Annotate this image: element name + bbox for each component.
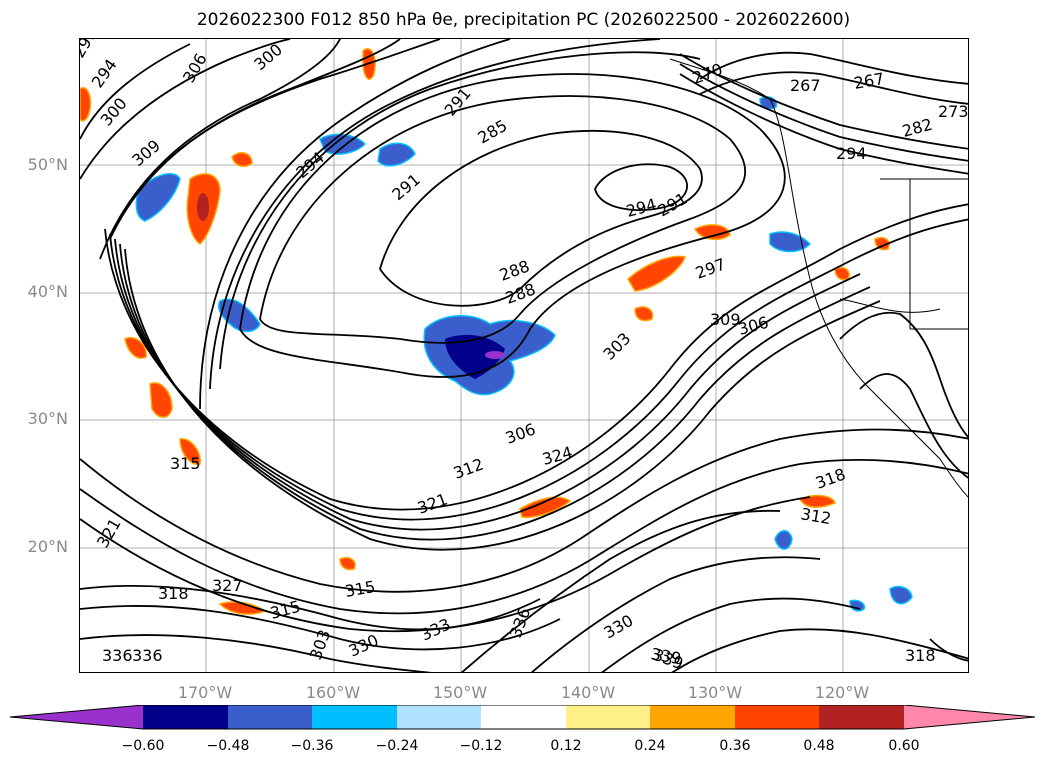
contour-label: 297 <box>693 254 728 282</box>
contour-label: 291 <box>388 170 424 204</box>
contour-label: 288 <box>503 279 538 307</box>
contour-label: 339 <box>649 644 682 668</box>
contour-label: 318 <box>158 584 189 603</box>
map-canvas: 291 294 300 306 309 300 291 285 294 291 … <box>80 39 969 672</box>
lon-label: 140°W <box>560 683 616 702</box>
colorbar-tick: 0.36 <box>719 738 751 754</box>
lon-label: 160°W <box>305 683 361 702</box>
lat-label: 40°N <box>27 282 68 301</box>
colorbar-segment <box>312 705 397 729</box>
colorbar-tick: −0.36 <box>290 738 334 754</box>
colorbar-segment <box>566 705 650 729</box>
contour-label: 300 <box>250 40 286 74</box>
contour-label: 267 <box>852 69 885 93</box>
precip-negative-patches <box>135 96 913 612</box>
contour-label: 282 <box>900 115 934 141</box>
contour-label: 324 <box>540 443 574 469</box>
colorbar-tick: 0.48 <box>803 738 835 754</box>
contour-label: 306 <box>736 313 770 339</box>
contour-label: 285 <box>475 116 511 148</box>
lat-label: 30°N <box>27 409 68 428</box>
contour-labels: 291 294 300 306 309 300 291 285 294 291 … <box>80 39 969 672</box>
contour-label: 291 <box>80 39 101 61</box>
colorbar-extend-high <box>904 705 1035 729</box>
lat-label: 20°N <box>27 537 68 556</box>
contour-label: 333 <box>418 614 454 644</box>
contour-label: 336 <box>506 605 534 640</box>
lon-label: 170°W <box>177 683 233 702</box>
contour-label: 267 <box>790 76 821 95</box>
contour-label: 303 <box>306 627 334 662</box>
contour-label: 273 <box>938 102 969 121</box>
colorbar-segment <box>481 705 566 729</box>
contour-label: 336 <box>102 646 133 665</box>
colorbar-segment <box>143 705 228 729</box>
contour-label: 336 <box>132 646 163 665</box>
colorbar-tick: −0.12 <box>459 738 503 754</box>
lon-label: 130°W <box>687 683 743 702</box>
colorbar-tick: 0.60 <box>888 738 920 754</box>
colorbar-segment <box>397 705 481 729</box>
colorbar-tick: −0.60 <box>121 738 165 754</box>
contour-label: 321 <box>415 489 450 517</box>
lon-label: 150°W <box>432 683 488 702</box>
colorbar-tick: 0.12 <box>550 738 582 754</box>
contour-label: 330 <box>346 630 382 660</box>
lat-label: 50°N <box>27 155 68 174</box>
colorbar-tick: −0.48 <box>206 738 250 754</box>
colorbar-segment <box>819 705 904 729</box>
colorbar-segment <box>650 705 735 729</box>
coastline <box>669 58 968 498</box>
colorbar-extend-low <box>10 705 143 729</box>
colorbar-tick: −0.24 <box>375 738 419 754</box>
contour-label: 294 <box>836 144 867 163</box>
contour-label: 312 <box>451 454 486 482</box>
colorbar-tick: 0.24 <box>634 738 666 754</box>
contour-label: 303 <box>599 329 634 364</box>
contour-label: 309 <box>710 310 741 329</box>
colorbar-segment <box>735 705 819 729</box>
contour-label: 315 <box>170 454 201 473</box>
map-title: 2026022300 F012 850 hPa θe, precipitatio… <box>196 10 851 30</box>
colorbar-segment <box>228 705 312 729</box>
contour-label: 318 <box>905 646 936 665</box>
colorbar <box>10 705 1036 730</box>
contour-label: 315 <box>343 577 376 601</box>
contour-label: 327 <box>212 576 243 595</box>
precip-positive-patches <box>80 48 890 615</box>
theta-e-contours <box>80 39 968 672</box>
lon-label: 120°W <box>814 683 870 702</box>
contour-label: 306 <box>503 419 538 447</box>
map-panel: 291 294 300 306 309 300 291 285 294 291 … <box>79 38 969 673</box>
contour-label: 312 <box>799 504 832 528</box>
contour-label: 294 <box>624 195 658 221</box>
contour-label: 294 <box>88 55 121 91</box>
